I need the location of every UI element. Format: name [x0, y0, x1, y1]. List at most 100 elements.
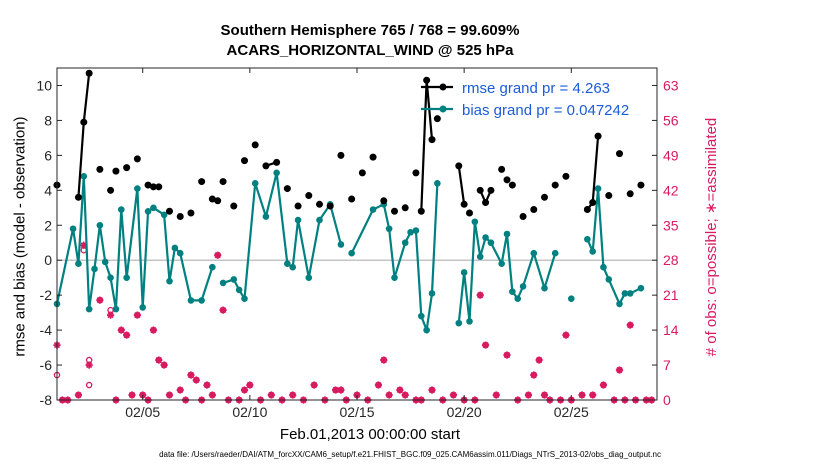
assimilated-obs-point	[396, 386, 404, 394]
bias-point	[139, 304, 147, 311]
assimilated-mark-stroke	[396, 386, 404, 394]
assimilated-obs-point	[626, 321, 634, 329]
assimilated-obs-point	[449, 391, 458, 399]
assimilated-mark-stroke	[380, 356, 387, 364]
assimilated-mark-stroke	[214, 252, 221, 259]
assimilated-obs-point	[589, 391, 597, 399]
bias-point	[541, 284, 548, 292]
y-tick-label-left: -4	[40, 322, 53, 338]
assimilated-mark-stroke	[289, 391, 296, 399]
bias-point	[289, 263, 297, 271]
rmse-point	[294, 202, 302, 210]
bias-point	[209, 263, 216, 271]
assimilated-mark-stroke	[627, 321, 634, 329]
rmse-point	[466, 209, 473, 217]
bias-point	[80, 173, 88, 180]
bias-point	[241, 295, 248, 302]
rmse-point	[198, 178, 206, 186]
bias-point	[316, 216, 323, 224]
y-tick-label-right: 63	[663, 77, 679, 93]
rmse-point	[326, 202, 334, 210]
bias-point	[251, 180, 259, 187]
assimilated-obs-point	[192, 376, 200, 384]
assimilated-mark-stroke	[160, 361, 168, 369]
y-tick-label-right: 56	[663, 112, 679, 128]
chart-subtitle: ACARS_HORIZONTAL_WIND @ 525 hPa	[226, 42, 514, 59]
y-tick-label-right: 35	[663, 217, 679, 233]
y-axis-label-left: rmse and bias (model - observation)	[11, 116, 29, 357]
assimilated-obs-point	[133, 311, 141, 319]
bias-point	[509, 288, 516, 295]
rmse-point	[455, 162, 463, 170]
rmse-point	[487, 186, 495, 194]
legend-rmse-marker	[439, 83, 447, 91]
assimilated-mark-stroke	[155, 356, 162, 364]
bias-point	[498, 260, 505, 268]
assimilated-mark-stroke	[616, 366, 623, 374]
assimilated-obs-point	[524, 391, 533, 399]
rmse-point	[594, 132, 602, 140]
rmse-point	[219, 178, 227, 186]
rmse-point	[316, 200, 323, 208]
y-tick-label-left: 4	[44, 182, 52, 198]
rmse-point	[508, 181, 516, 189]
bias-line	[350, 183, 439, 335]
bias-point	[417, 312, 425, 320]
bias-point	[134, 185, 141, 192]
assimilated-mark-stroke	[589, 391, 596, 399]
rmse-point	[74, 193, 82, 201]
bias-point	[605, 276, 613, 283]
data-file-footnote: data file: /Users/raeder/DAI/ATM_forcXX/…	[159, 450, 661, 459]
rmse-point	[358, 169, 366, 177]
y-tick-label-right: 28	[663, 252, 679, 268]
bias-point	[187, 297, 195, 304]
bias-point	[551, 249, 559, 257]
rmse-point	[433, 115, 441, 123]
rmse-point	[85, 69, 93, 77]
rmse-point	[283, 185, 291, 193]
bias-point	[476, 253, 484, 261]
assimilated-obs-point	[219, 306, 227, 314]
bias-point	[600, 263, 607, 271]
rmse-point	[519, 213, 527, 221]
y-tick-label-right: 7	[663, 357, 671, 373]
legend-bias-marker	[439, 105, 447, 113]
x-tick-label: 02/20	[447, 404, 482, 420]
rmse-point	[380, 197, 388, 205]
bias-point	[273, 169, 280, 177]
bias-point	[519, 283, 527, 290]
assimilated-mark-stroke	[402, 391, 409, 399]
rmse-point	[428, 136, 436, 144]
bias-point	[616, 300, 623, 308]
bias-point	[423, 326, 430, 334]
x-axis-label: Feb.01,2013 00:00:00 start	[279, 426, 461, 443]
assimilated-obs-point	[96, 296, 104, 304]
assimilated-obs-point	[155, 356, 163, 364]
rmse-point	[605, 192, 613, 200]
assimilated-obs-point	[128, 391, 136, 399]
y-tick-label-left: 8	[44, 112, 52, 128]
bias-point	[391, 274, 398, 281]
bias-point	[160, 211, 168, 219]
rmse-point	[176, 213, 184, 221]
assimilated-obs-point	[267, 391, 275, 399]
assimilated-obs-point	[578, 391, 586, 399]
rmse-point	[262, 162, 270, 170]
assimilated-obs-point	[337, 386, 345, 394]
assimilated-mark-stroke	[332, 386, 339, 394]
bias-point	[101, 258, 109, 266]
assimilated-mark-stroke	[118, 326, 125, 334]
bias-point	[91, 265, 98, 273]
rmse-point	[401, 204, 409, 212]
y-axis-label-right: # of obs: o=possible; ∗=assimilated	[703, 117, 720, 357]
assimilated-obs-point	[310, 381, 318, 389]
assimilated-obs-point	[540, 391, 549, 399]
assimilated-mark-stroke	[187, 371, 195, 379]
bias-point	[69, 225, 77, 233]
rmse-point	[391, 207, 398, 215]
assimilated-obs-point	[401, 391, 409, 399]
bias-point	[230, 276, 238, 283]
y-tick-label-left: 10	[36, 77, 52, 93]
bias-point	[428, 290, 436, 297]
